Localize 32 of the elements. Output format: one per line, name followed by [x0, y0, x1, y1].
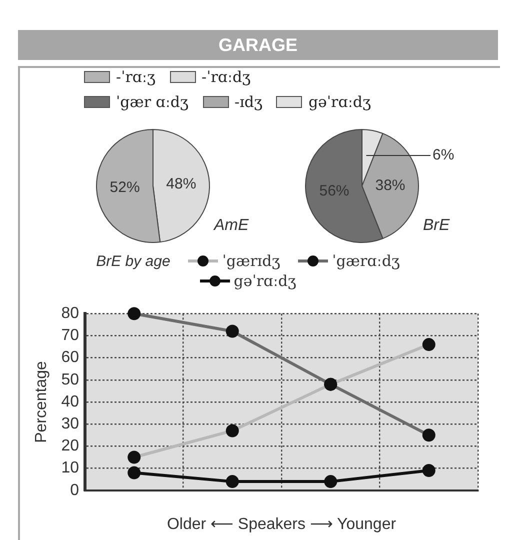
legend-label: ˈgærɑːdʒ	[332, 252, 400, 270]
data-label: 6%	[432, 146, 454, 164]
legend-label: gəˈrɑːdʒ	[234, 272, 296, 290]
x-axis-title: Older ⟵ Speakers ⟶ Younger	[166, 516, 397, 533]
legend-label: ˈgærɪdʒ	[222, 252, 280, 270]
data-label: 38%	[375, 177, 406, 194]
data-label: 52%	[110, 178, 140, 196]
y-tick-label: 40	[61, 393, 80, 410]
y-tick-label: 0	[70, 482, 80, 499]
point	[324, 475, 338, 488]
text: BrE	[423, 217, 450, 235]
data-label: 56%	[319, 182, 350, 200]
y-tick-label: 50	[61, 371, 80, 388]
y-axis-title: Percentage	[33, 360, 50, 443]
chart-title: GARAGE	[18, 30, 498, 60]
point	[226, 475, 239, 488]
legend-label: -ˈrɑːʒ	[116, 68, 156, 86]
y-tick-label: 10	[61, 460, 80, 477]
legend-label: -ˈrɑːdʒ	[202, 68, 251, 86]
y-tick-label: 30	[61, 416, 80, 433]
point	[422, 464, 436, 478]
legend-title: BrE by age	[96, 252, 170, 270]
legend-label: gəˈrɑːdʒ	[308, 93, 371, 111]
legend-label: -ɪdʒ	[234, 93, 262, 111]
data-label: 48%	[166, 175, 196, 192]
legend-label: ˈgær ɑːdʒ	[116, 93, 188, 111]
y-tick-label: 80	[61, 305, 80, 322]
text: AmE	[214, 217, 249, 235]
point	[128, 466, 141, 480]
y-tick-label: 60	[61, 349, 80, 366]
y-tick-label: 70	[61, 327, 80, 344]
y-tick-label: 20	[61, 438, 80, 455]
